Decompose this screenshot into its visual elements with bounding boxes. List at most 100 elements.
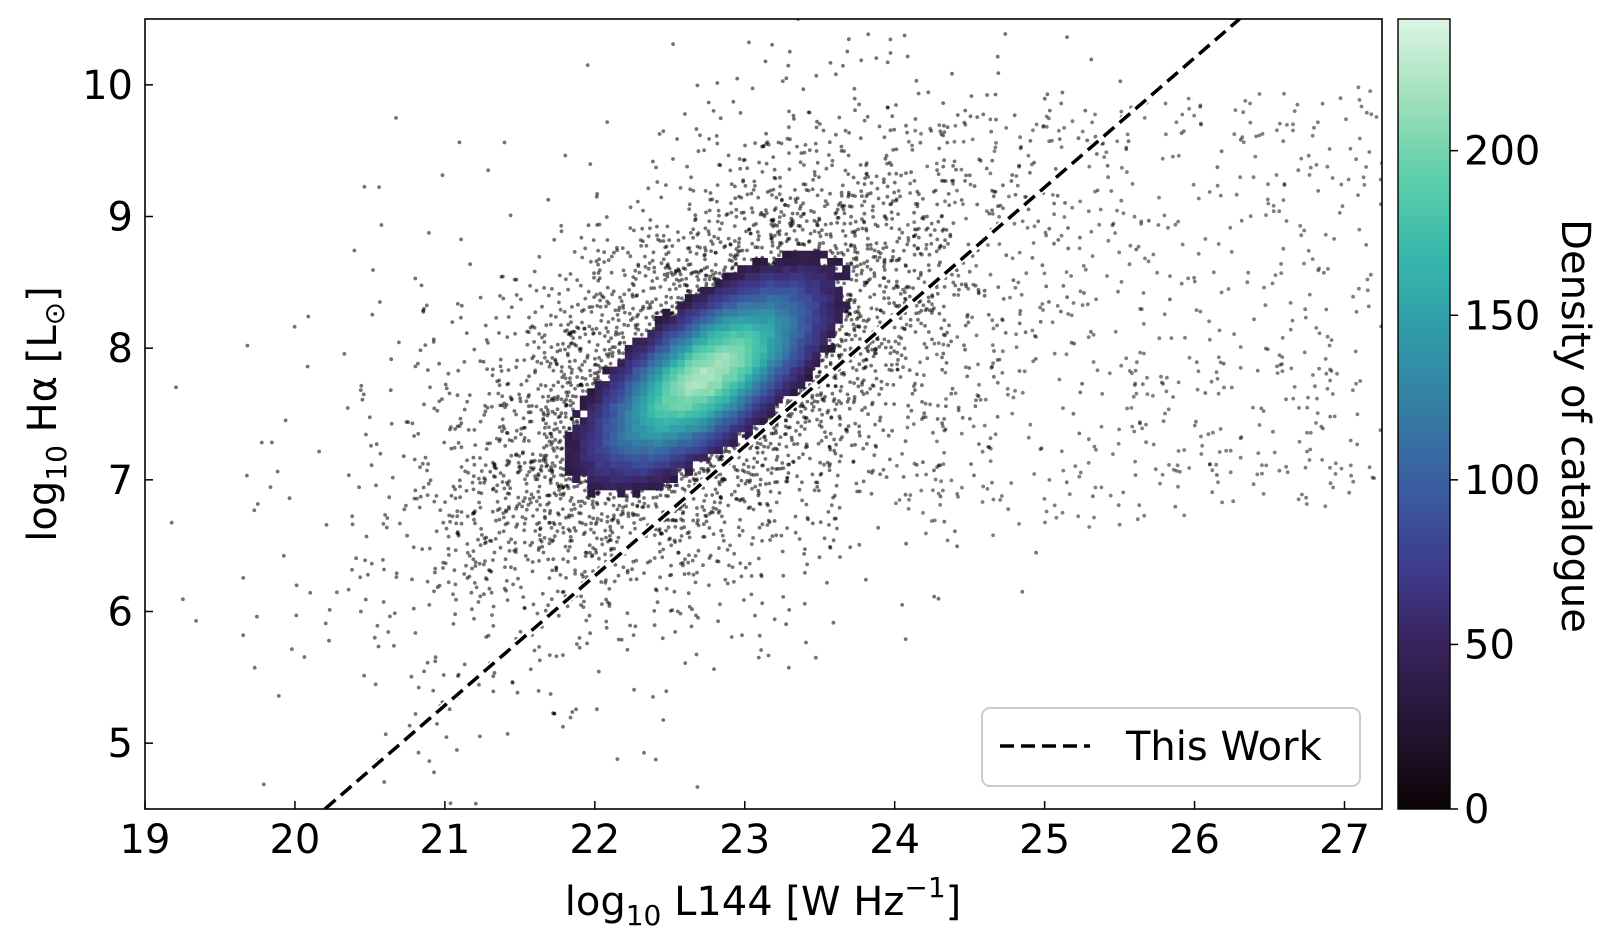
scatter-point (845, 392, 850, 397)
scatter-point (883, 402, 888, 406)
scatter-point (646, 266, 651, 271)
scatter-point (743, 184, 748, 188)
scatter-point (579, 480, 584, 485)
scatter-point (710, 242, 715, 246)
scatter-point (693, 554, 698, 558)
scatter-point (835, 526, 839, 531)
scatter-point (563, 329, 567, 334)
scatter-point (862, 261, 866, 265)
scatter-point (784, 232, 789, 237)
scatter-point (899, 173, 903, 178)
scatter-point (664, 294, 669, 299)
scatter-point (407, 723, 412, 728)
scatter-point (650, 258, 655, 263)
scatter-point (598, 366, 603, 370)
scatter-point (854, 481, 859, 486)
scatter-point (795, 474, 799, 479)
scatter-point (968, 416, 972, 421)
scatter-point (886, 433, 891, 438)
scatter-point (760, 522, 765, 527)
scatter-point (503, 557, 508, 562)
scatter-point (835, 220, 840, 225)
scatter-point (539, 464, 544, 469)
scatter-point (498, 545, 503, 550)
scatter-point (1215, 473, 1219, 477)
scatter-point (275, 469, 280, 474)
scatter-point (514, 428, 519, 433)
scatter-point (587, 324, 592, 329)
scatter-point (938, 463, 942, 468)
scatter-point (841, 63, 845, 68)
scatter-point (814, 149, 819, 153)
scatter-point (881, 310, 886, 315)
scatter-point (625, 495, 629, 500)
scatter-point (672, 489, 677, 494)
scatter-point (544, 323, 549, 328)
scatter-point (305, 364, 310, 369)
scatter-point (714, 507, 719, 511)
scatter-point (720, 514, 724, 519)
scatter-point (951, 164, 955, 168)
scatter-point (481, 359, 486, 364)
scatter-point (557, 273, 562, 278)
scatter-point (492, 671, 497, 675)
scatter-point (936, 172, 941, 177)
scatter-point (576, 326, 581, 331)
scatter-point (509, 565, 513, 570)
scatter-point (612, 513, 616, 518)
scatter-point (607, 601, 612, 606)
scatter-point (607, 301, 611, 306)
scatter-point (817, 122, 822, 126)
scatter-point (490, 613, 494, 617)
scatter-point (768, 509, 773, 513)
scatter-point (563, 544, 568, 549)
scatter-point (774, 431, 778, 435)
scatter-point (848, 380, 853, 384)
scatter-point (870, 402, 874, 407)
scatter-point (505, 335, 510, 339)
scatter-point (509, 453, 514, 458)
scatter-point (750, 486, 754, 491)
scatter-point (558, 522, 562, 526)
scatter-point (1012, 113, 1017, 118)
scatter-point (891, 255, 895, 259)
scatter-point (413, 276, 418, 281)
scatter-point (478, 456, 482, 460)
scatter-point (859, 271, 864, 276)
scatter-point (450, 514, 455, 519)
scatter-point (938, 494, 943, 499)
scatter-point (887, 172, 892, 176)
scatter-point (738, 517, 742, 522)
scatter-point (847, 406, 852, 411)
scatter-point (433, 570, 437, 575)
scatter-point (552, 427, 556, 432)
scatter-point (785, 476, 789, 481)
scatter-point (374, 442, 379, 446)
scatter-point (605, 238, 610, 242)
scatter-point (845, 49, 850, 54)
scatter-point (542, 350, 547, 355)
scatter-point (775, 404, 780, 409)
scatter-point (852, 381, 856, 386)
scatter-point (547, 511, 552, 516)
scatter-point (519, 426, 524, 431)
scatter-point (641, 208, 645, 213)
scatter-point (1146, 218, 1151, 223)
scatter-point (583, 332, 588, 337)
scatter-point (695, 244, 700, 249)
scatter-point (730, 565, 735, 569)
scatter-point (766, 503, 770, 508)
scatter-point (532, 340, 536, 344)
scatter-point (666, 494, 670, 498)
scatter-point (425, 660, 430, 665)
scatter-point (552, 534, 557, 539)
scatter-point (630, 316, 635, 321)
scatter-point (604, 597, 608, 602)
scatter-point (1071, 411, 1076, 416)
scatter-point (750, 210, 755, 215)
scatter-point (914, 78, 919, 83)
scatter-point (691, 572, 696, 577)
scatter-point (472, 428, 477, 432)
scatter-point (252, 665, 257, 670)
scatter-point (911, 286, 915, 290)
